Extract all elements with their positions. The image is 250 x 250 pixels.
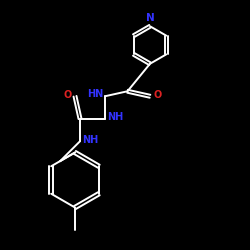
Text: NH: NH [108,112,124,122]
Text: HN: HN [88,89,104,99]
Text: N: N [146,12,154,22]
Text: O: O [154,90,162,100]
Text: NH: NH [82,135,99,145]
Text: O: O [63,90,71,100]
